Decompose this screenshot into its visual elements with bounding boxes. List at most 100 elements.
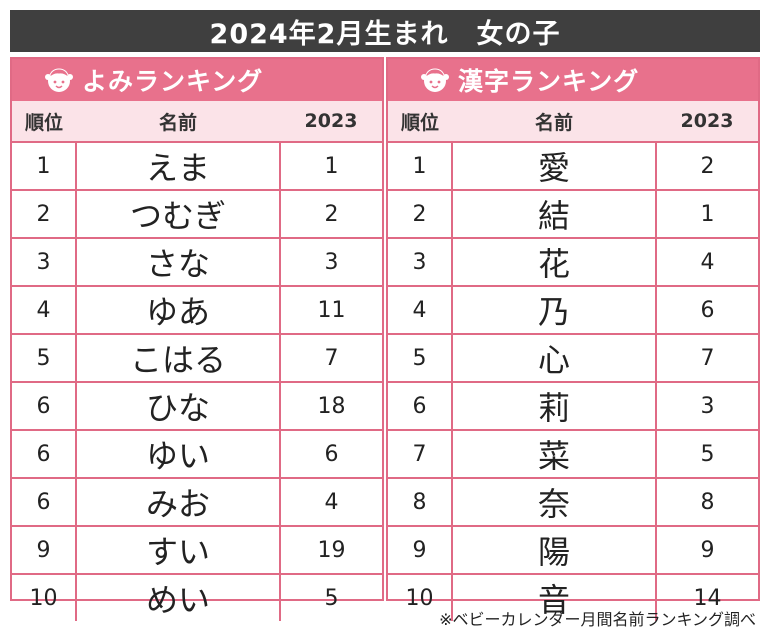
table-row: 10 音 14 [388, 574, 758, 621]
rank-cell: 6 [12, 430, 77, 479]
rank-cell: 10 [388, 574, 453, 621]
rank-cell: 5 [388, 334, 453, 383]
name-cell: めい [76, 574, 281, 621]
prev-rank-cell: 18 [280, 382, 382, 431]
table-row: 1 えま 1 [12, 142, 382, 191]
column-header-2023: 2023 [280, 101, 382, 143]
name-cell: 陽 [452, 526, 657, 575]
prev-rank-cell: 4 [280, 478, 382, 527]
prev-rank-cell: 7 [280, 334, 382, 383]
table-header-row: 順位 名前 2023 [12, 101, 382, 143]
rank-cell: 8 [388, 478, 453, 527]
prev-rank-cell: 2 [280, 190, 382, 239]
table-row: 9 すい 19 [12, 526, 382, 575]
source-footnote: ※ベビーカレンダー月間名前ランキング調べ [439, 610, 756, 629]
page-title: 2024年2月生まれ 女の子 [10, 10, 760, 52]
column-header-name: 名前 [76, 101, 280, 143]
prev-rank-cell: 9 [656, 526, 758, 575]
column-header-rank: 順位 [388, 101, 452, 143]
rank-cell: 9 [388, 526, 453, 575]
column-header-rank: 順位 [12, 101, 76, 143]
rank-cell: 3 [388, 238, 453, 287]
name-cell: 菜 [452, 430, 657, 479]
prev-rank-cell: 4 [656, 238, 758, 287]
prev-rank-cell: 8 [656, 478, 758, 527]
table-row: 2 つむぎ 2 [12, 190, 382, 239]
name-cell: 莉 [452, 382, 657, 431]
girl-face-icon [45, 68, 73, 92]
prev-rank-cell: 5 [656, 430, 758, 479]
name-cell: さな [76, 238, 281, 287]
rank-cell: 2 [388, 190, 453, 239]
rank-cell: 9 [12, 526, 77, 575]
rank-cell: 5 [12, 334, 77, 383]
rank-cell: 4 [388, 286, 453, 335]
table-row: 3 さな 3 [12, 238, 382, 287]
table-row: 10 めい 5 [12, 574, 382, 621]
name-cell: ひな [76, 382, 281, 431]
rank-cell: 6 [388, 382, 453, 431]
table-row: 6 みお 4 [12, 478, 382, 527]
name-cell: すい [76, 526, 281, 575]
kanji-ranking-title: 漢字ランキング [458, 67, 640, 96]
rank-cell: 1 [388, 142, 453, 191]
rank-cell: 6 [12, 478, 77, 527]
prev-rank-cell: 14 [693, 585, 722, 611]
prev-rank-cell: 1 [656, 190, 758, 239]
name-cell: みお [76, 478, 281, 527]
table-row: 4 ゆあ 11 [12, 286, 382, 335]
rank-cell: 3 [12, 238, 77, 287]
page-title-text: 2024年2月生まれ 女の子 [209, 18, 561, 50]
name-cell: 音 [452, 574, 657, 621]
name-cell: ゆあ [76, 286, 281, 335]
name-cell: つむぎ [76, 190, 281, 239]
name-cell: 結 [452, 190, 657, 239]
name-cell: 乃 [452, 286, 657, 335]
girl-face-icon [421, 68, 449, 92]
yomi-ranking-title: よみランキング [82, 67, 264, 96]
prev-rank-cell: 3 [280, 238, 382, 287]
prev-rank-cell: 7 [656, 334, 758, 383]
yomi-ranking-header: よみランキング [12, 59, 382, 101]
name-cell: えま [76, 142, 281, 191]
table-row: 6 ひな 18 [12, 382, 382, 431]
table-row: 6 ゆい 6 [12, 430, 382, 479]
name-cell: 奈 [452, 478, 657, 527]
rank-cell: 10 [12, 574, 77, 621]
prev-rank-cell: 6 [280, 430, 382, 479]
name-cell: ゆい [76, 430, 281, 479]
prev-rank-cell: 5 [324, 585, 339, 611]
prev-rank-cell: 3 [656, 382, 758, 431]
name-cell: 花 [452, 238, 657, 287]
rank-cell: 2 [12, 190, 77, 239]
rank-cell: 4 [12, 286, 77, 335]
prev-rank-cell: 1 [280, 142, 382, 191]
prev-rank-cell: 6 [656, 286, 758, 335]
column-header-name: 名前 [452, 101, 656, 143]
rank-cell: 7 [388, 430, 453, 479]
name-cell: 心 [452, 334, 657, 383]
prev-rank-cell: 2 [656, 142, 758, 191]
prev-rank-cell: 11 [280, 286, 382, 335]
prev-rank-cell: 19 [280, 526, 382, 575]
name-cell: 愛 [452, 142, 657, 191]
kanji-ranking-header: 漢字ランキング [388, 59, 758, 101]
yomi-ranking-panel: よみランキング 順位 名前 2023 1 えま 1 2 つむぎ 2 3 さな 3 4 ゆあ 11… [10, 57, 384, 621]
rank-cell: 6 [12, 382, 77, 431]
name-cell: こはる [76, 334, 281, 383]
table-header-row: 順位 名前 2023 [388, 101, 758, 143]
yomi-ranking-table: 順位 名前 2023 1 えま 1 2 つむぎ 2 3 さな 3 4 ゆあ 11 5 こはる 7 6… [12, 101, 382, 621]
column-header-2023: 2023 [656, 101, 758, 143]
rank-cell: 1 [12, 142, 77, 191]
